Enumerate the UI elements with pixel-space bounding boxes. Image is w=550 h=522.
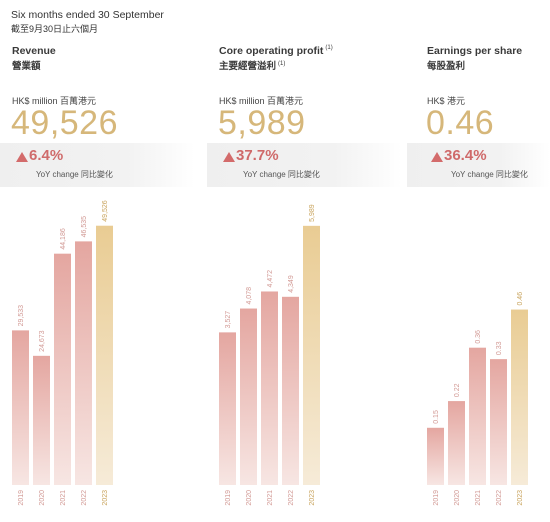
revenue-panel: Revenue 營業額 HK$ million 百萬港元 49,526 6.4%… [0,0,202,522]
bar-value-label-2019: 3,527 [225,311,232,329]
panel-subtitle: 主要經營溢利 (1) [219,61,286,72]
headline-value: 5,989 [218,104,306,142]
bar-value-label-2022: 46,535 [81,216,88,238]
year-tick-label-2021: 2021 [475,490,482,506]
panel-subtitle: 每股盈利 [427,61,466,72]
headline-value: 0.46 [426,104,495,142]
year-tick-label-2019: 2019 [225,490,232,506]
bar-2021 [261,291,278,485]
panel-title: Revenue [12,45,56,57]
bar-2022 [75,241,92,485]
up-triangle-icon [16,152,28,162]
bar-value-label-2023: 0.46 [517,292,524,306]
bar-2021 [54,253,71,485]
yoy-change-label: YoY change 同比變化 [36,170,113,179]
yoy-change-value: 36.4% [444,147,487,164]
change-band [407,143,550,187]
yoy-change-label: YoY change 同比變化 [451,170,528,179]
change-band [207,143,402,187]
bar-value-label-2021: 4,472 [267,270,274,288]
bar-value-label-2021: 44,186 [60,228,67,250]
year-tick-label-2022: 2022 [81,490,88,506]
report-period-title: Six months ended 30 September [11,9,164,21]
year-tick-label-2021: 2021 [267,490,274,506]
revenue-bar-chart: 29,533 2019 24,673 2020 44,186 2021 46,535 2022… [12,200,113,506]
bar-2020 [448,401,465,485]
year-tick-label-2020: 2020 [39,490,46,506]
report-period-subtitle: 截至9月30日止六個月 [11,24,99,34]
panel-unit: HK$ 港元 [427,96,466,106]
earnings-per-share-panel: Earnings per share 每股盈利 HK$ 港元 0.46 36.4… [407,0,550,522]
bar-value-label-2023: 5,989 [309,204,316,222]
year-tick-label-2019: 2019 [18,490,25,506]
up-triangle-icon [431,152,443,162]
year-tick-label-2020: 2020 [454,490,461,506]
panel-subtitle: 營業額 [12,61,41,72]
core-operating-profit-bar-chart: 3,527 2019 4,078 2020 4,472 2021 4,349 2022 5,98… [219,204,320,506]
bar-2022 [282,296,299,485]
year-tick-label-2021: 2021 [60,490,67,506]
bar-value-label-2020: 0.22 [454,383,461,397]
bar-value-label-2022: 4,349 [288,275,295,293]
bar-value-label-2021: 0.36 [475,330,482,344]
bar-2019 [219,332,236,485]
up-triangle-icon [223,152,235,162]
year-tick-label-2022: 2022 [496,490,503,506]
panel-unit: HK$ million 百萬港元 [12,96,97,106]
year-tick-label-2022: 2022 [288,490,295,506]
yoy-change-value: 6.4% [29,147,64,164]
panel-unit: HK$ million 百萬港元 [219,96,304,106]
year-tick-label-2023: 2023 [517,490,524,506]
yoy-change-value: 37.7% [236,147,279,164]
bar-2020 [33,355,50,485]
yoy-change-label: YoY change 同比變化 [243,170,320,179]
bar-value-label-2020: 24,673 [39,330,46,352]
bar-2023 [303,225,320,485]
bar-2023 [511,309,528,485]
bar-2023 [96,225,113,485]
core-operating-profit-panel: Core operating profit (1) 主要經營溢利 (1) HK$ m… [207,0,409,522]
bar-2022 [490,359,507,485]
year-tick-label-2020: 2020 [246,490,253,506]
bar-value-label-2019: 0.15 [433,410,440,424]
bar-value-label-2022: 0.33 [496,341,503,355]
year-tick-label-2023: 2023 [102,490,109,506]
panel-title: Core operating profit (1) [219,45,333,57]
bar-2021 [469,347,486,485]
panel-title: Earnings per share [427,45,523,57]
bar-value-label-2020: 4,078 [246,287,253,305]
bar-value-label-2023: 49,526 [102,200,109,222]
bar-2019 [427,427,444,485]
change-band [0,143,195,187]
year-tick-label-2023: 2023 [309,490,316,506]
earnings-per-share-bar-chart: 0.15 2019 0.22 2020 0.36 2021 0.33 2022 0.46 2023 [427,292,528,506]
headline-value: 49,526 [11,104,118,142]
bar-2020 [240,308,257,485]
bar-value-label-2019: 29,533 [18,305,25,327]
year-tick-label-2019: 2019 [433,490,440,506]
bar-2019 [12,330,29,485]
